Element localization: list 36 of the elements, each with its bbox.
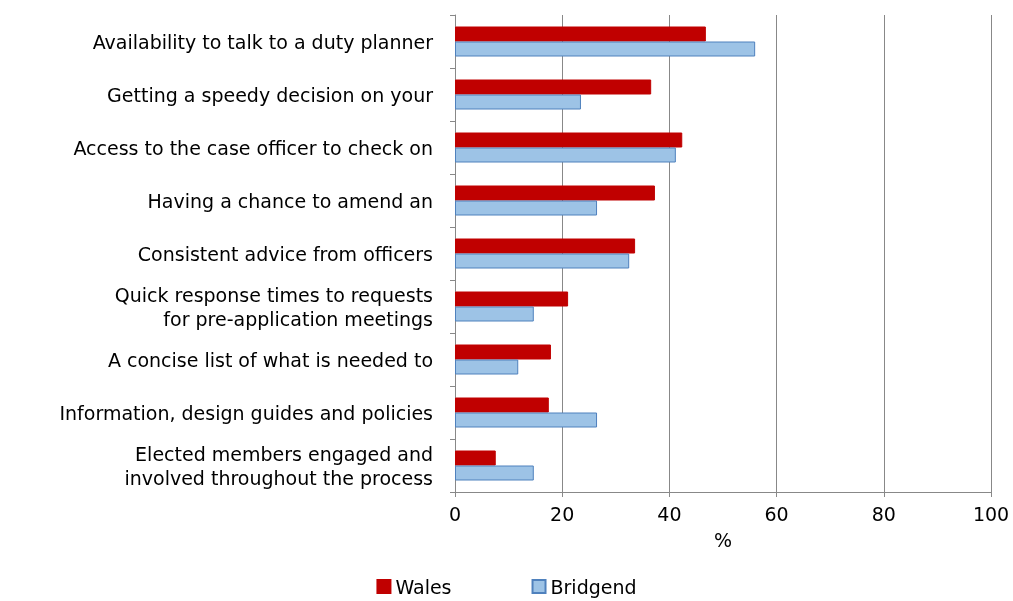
bar bbox=[455, 132, 683, 148]
y-tick-label: Availability to talk to a duty planner bbox=[92, 30, 434, 53]
legend-label: Bridgend bbox=[550, 575, 637, 598]
bar bbox=[455, 306, 534, 322]
bar bbox=[455, 397, 549, 413]
legend-label: Wales bbox=[395, 575, 452, 598]
bar bbox=[455, 200, 598, 216]
y-tick-label: Elected members engaged and involved throughout the process bbox=[124, 442, 433, 489]
y-tick-label: Having a chance to amend an bbox=[147, 189, 433, 212]
bar bbox=[455, 41, 756, 57]
bar bbox=[455, 359, 519, 375]
x-tick-label: 20 bbox=[550, 502, 575, 525]
bar bbox=[455, 412, 598, 428]
y-tick-label: Information, design guides and policies bbox=[59, 401, 433, 424]
bar bbox=[455, 94, 581, 110]
bar bbox=[455, 147, 676, 163]
bar bbox=[455, 450, 496, 466]
x-tick-label: 60 bbox=[764, 502, 789, 525]
bar bbox=[455, 26, 706, 42]
x-axis-title: % bbox=[713, 528, 733, 551]
bar bbox=[455, 344, 551, 360]
y-tick-label: A concise list of what is needed to bbox=[107, 348, 433, 371]
y-tick-label: Consistent advice from officers bbox=[137, 242, 433, 265]
x-tick-label: 40 bbox=[657, 502, 682, 525]
bar bbox=[455, 291, 569, 307]
bar bbox=[455, 465, 534, 481]
bar bbox=[455, 238, 636, 254]
y-tick-label: Access to the case officer to check on bbox=[73, 136, 433, 159]
bar bbox=[455, 79, 652, 95]
x-tick-label: 0 bbox=[448, 502, 462, 525]
y-tick-label: Quick response times to requests for pre-application meetings bbox=[114, 283, 433, 330]
x-tick-label: 100 bbox=[972, 502, 1010, 525]
bar bbox=[455, 253, 630, 269]
y-tick-label: Getting a speedy decision on your bbox=[107, 83, 434, 106]
x-tick-label: 80 bbox=[871, 502, 896, 525]
bar bbox=[455, 185, 655, 201]
